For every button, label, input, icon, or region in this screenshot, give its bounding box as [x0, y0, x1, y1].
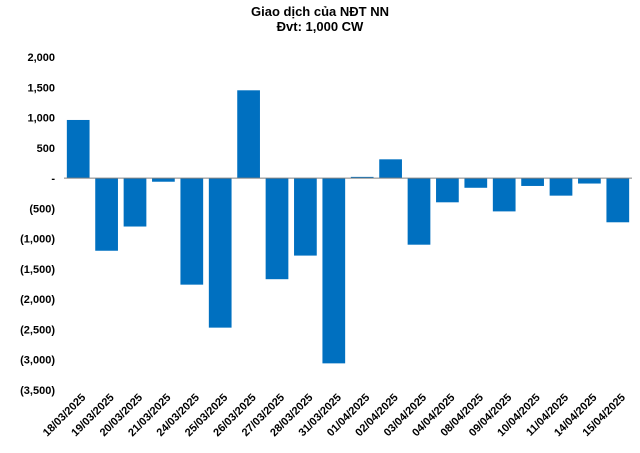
- bar: [379, 159, 402, 179]
- y-tick-label: 500: [37, 143, 55, 155]
- y-tick-label: (1,000): [20, 234, 55, 246]
- y-tick-label: -: [51, 173, 55, 185]
- y-tick-label: (2,000): [20, 294, 55, 306]
- bar: [208, 178, 232, 328]
- bar: [407, 178, 431, 245]
- bar: [95, 178, 118, 251]
- bar: [350, 176, 374, 179]
- bar: [237, 90, 260, 179]
- bar: [66, 119, 90, 179]
- bar: [436, 178, 459, 203]
- bar: [464, 178, 488, 188]
- bar: [521, 178, 544, 186]
- bar: [152, 178, 175, 182]
- chart-subtitle: Đvt: 1,000 CW: [276, 19, 364, 34]
- bar: [123, 178, 147, 227]
- chart-title: Giao dịch của NĐT NN: [251, 4, 389, 19]
- bar: [578, 178, 601, 184]
- bar: [549, 178, 573, 196]
- y-tick-label: (2,500): [20, 324, 55, 336]
- y-tick-label: (3,000): [20, 355, 55, 367]
- y-tick-label: 1,000: [27, 113, 55, 125]
- bar: [265, 178, 289, 280]
- y-tick-label: (1,500): [20, 264, 55, 276]
- bar: [180, 178, 204, 285]
- y-tick-label: (3,500): [20, 385, 55, 397]
- bar: [606, 178, 630, 223]
- y-tick-label: (500): [29, 203, 55, 215]
- y-tick-label: 2,000: [27, 52, 55, 64]
- y-tick-label: 1,500: [27, 82, 55, 94]
- bar: [294, 178, 317, 256]
- bar: [492, 178, 516, 212]
- bar: [322, 178, 346, 364]
